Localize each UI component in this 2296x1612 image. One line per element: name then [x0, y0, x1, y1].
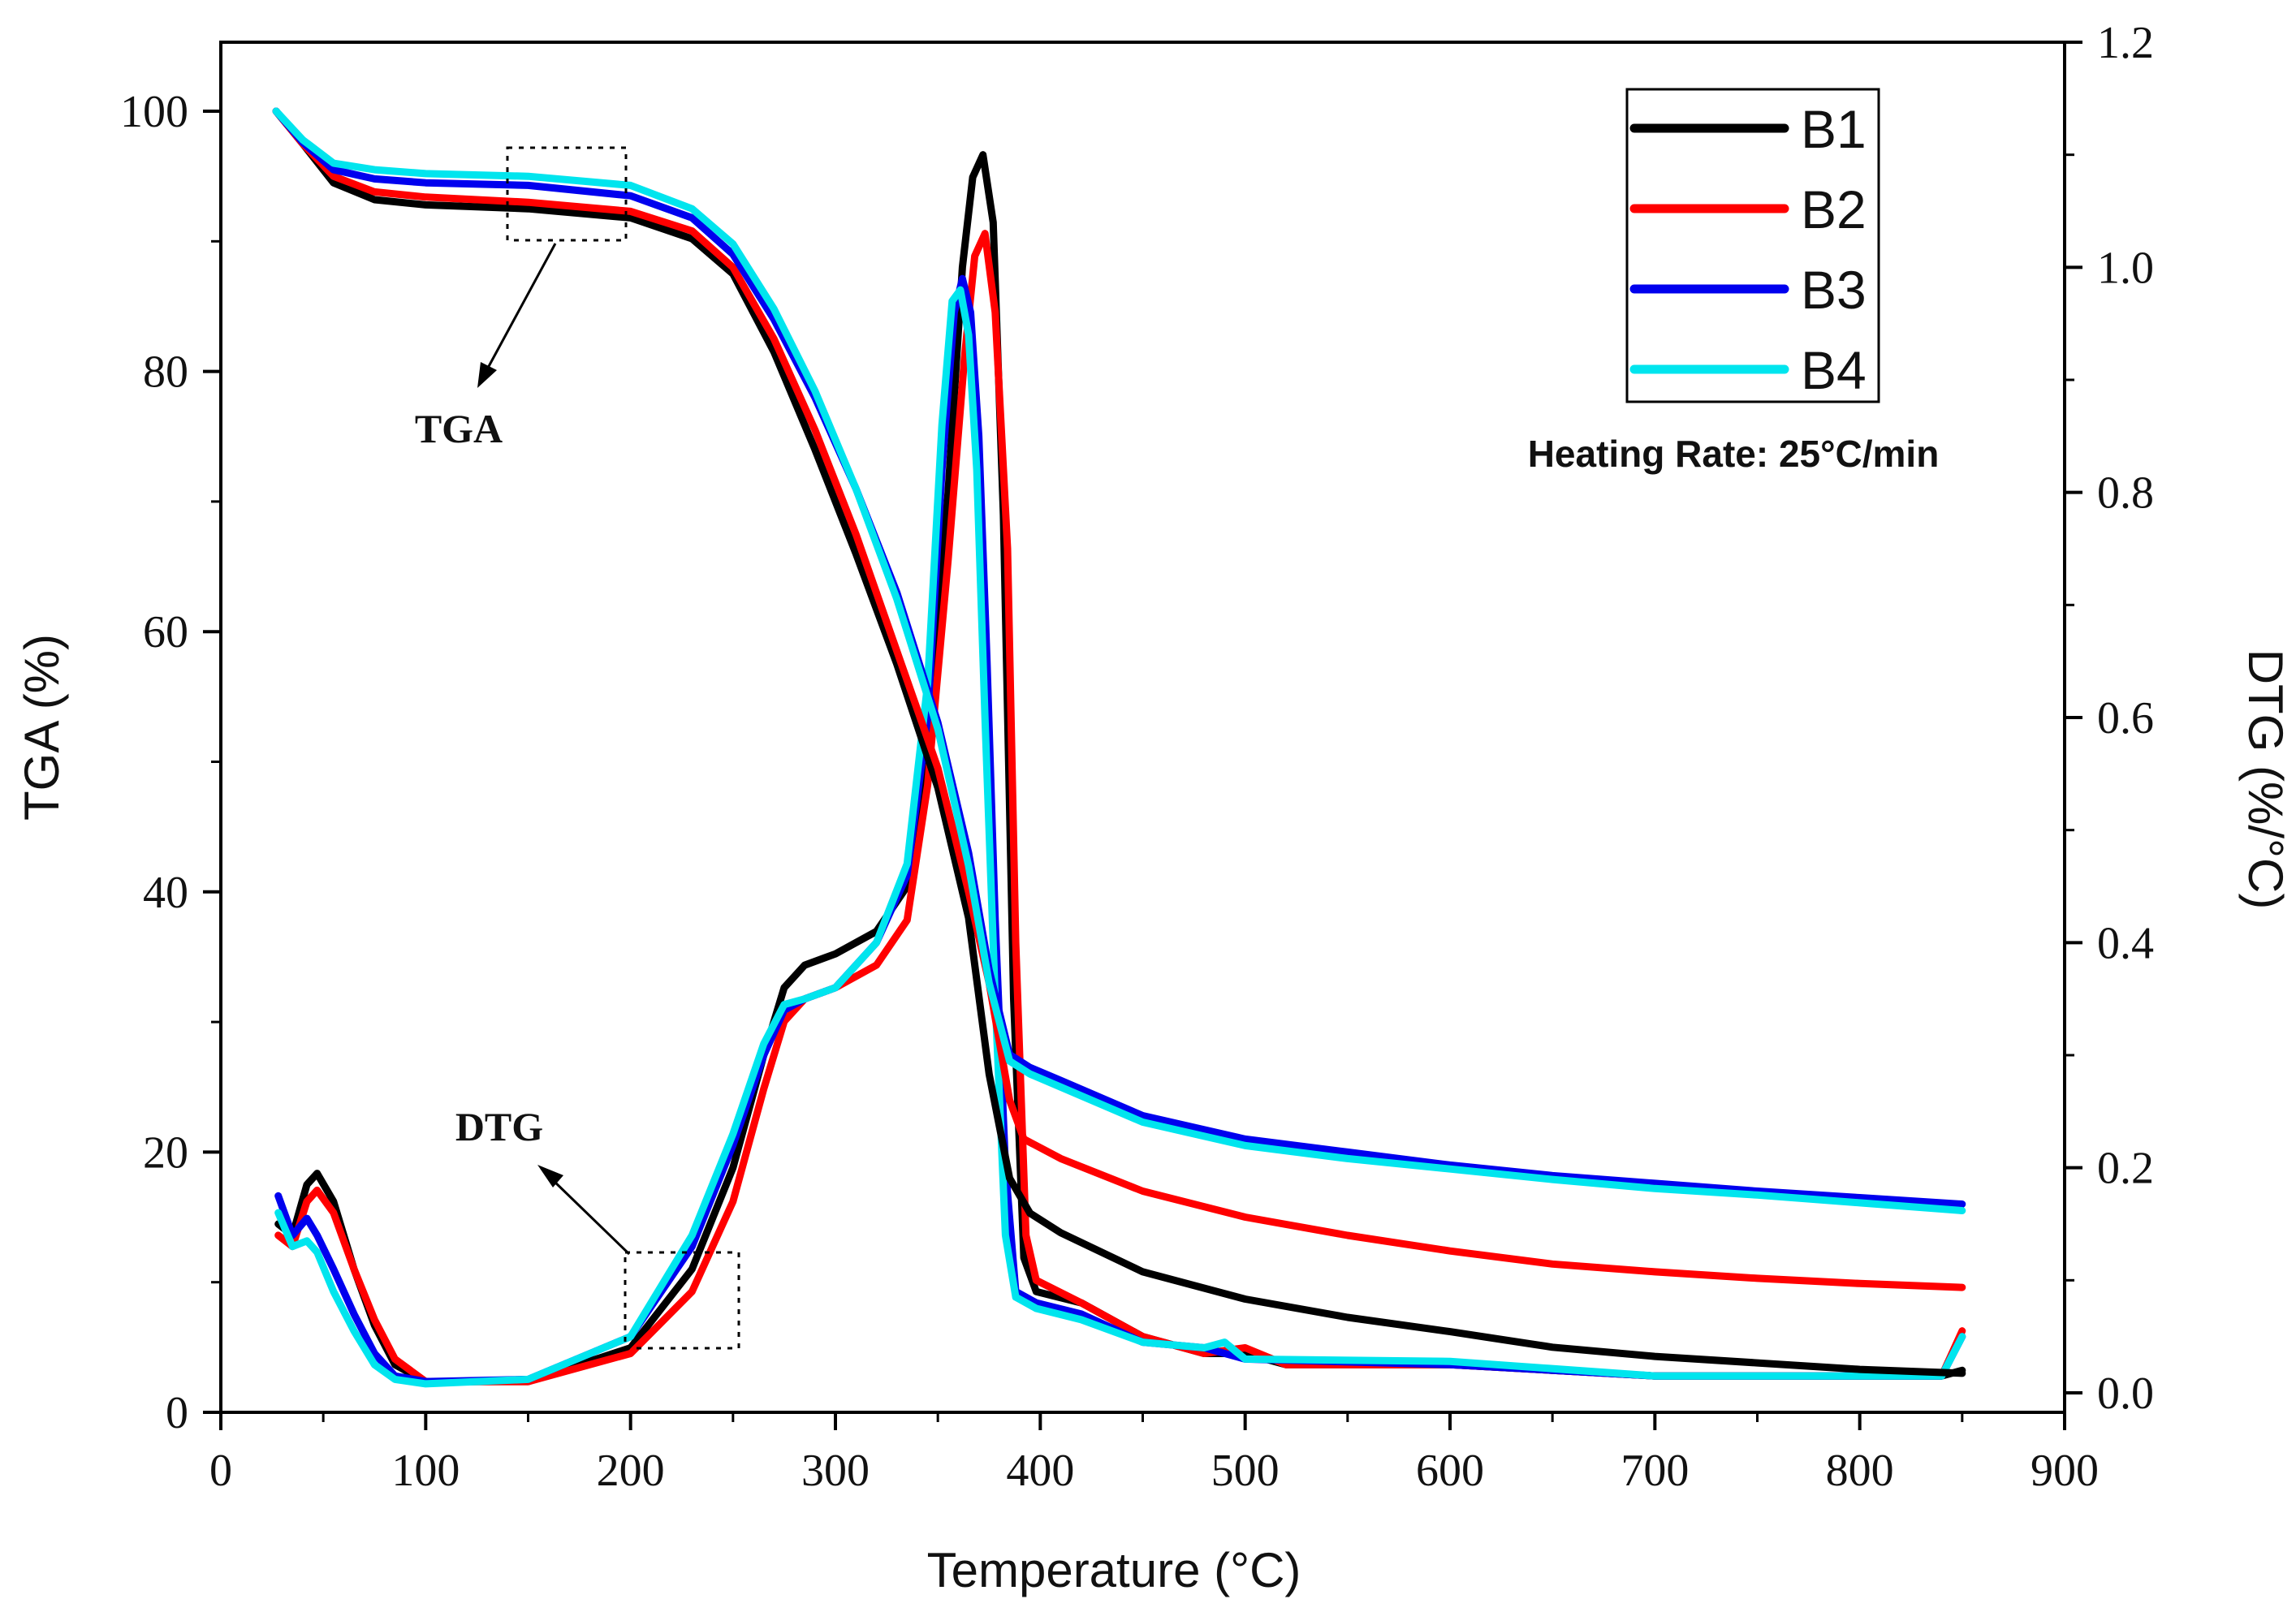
legend-label-b4: B4 [1801, 340, 1867, 400]
legend-label-b1: B1 [1801, 99, 1867, 159]
x-tick-label: 0 [209, 1446, 232, 1496]
right-axis-ticks: 0.0 0.2 0.4 0.6 0.8 1.0 1.2 [2065, 18, 2154, 1419]
tga-arrow [486, 243, 557, 370]
right-y-axis-title: DTG (%/°C) [2238, 649, 2293, 910]
x-axis-title: Temperature (°C) [927, 1543, 1301, 1597]
bottom-axis-ticks: 0 100 200 300 400 500 600 700 800 900 [209, 1412, 2099, 1496]
series-b2-tga-line [272, 107, 1966, 1291]
dtg-arrow [550, 1178, 631, 1256]
heating-rate-label: Heating Rate: 25°C/min [1528, 433, 1940, 475]
right-tick-label: 0.4 [2097, 918, 2154, 968]
right-tick-label: 1.2 [2097, 18, 2154, 68]
left-y-axis-title: TGA (%) [15, 634, 69, 821]
right-tick-label: 0.8 [2097, 468, 2154, 519]
x-tick-label: 400 [1006, 1446, 1074, 1496]
x-tick-label: 900 [2031, 1446, 2099, 1496]
tga-label: TGA [415, 406, 503, 451]
left-tick-label: 80 [143, 347, 188, 398]
legend-box [1625, 88, 1880, 403]
right-tick-label: 0.2 [2097, 1144, 2154, 1194]
series-b2-dtg-line [274, 230, 1966, 1386]
left-axis-ticks: 0 20 40 60 80 100 [120, 87, 221, 1438]
series-b4-dtg-line [274, 286, 1966, 1388]
right-tick-label: 0.6 [2097, 693, 2154, 744]
tga-highlight-box [506, 146, 628, 242]
right-tick-label: 0.0 [2097, 1368, 2154, 1419]
left-tick-label: 100 [120, 87, 188, 137]
tga-arrowhead [477, 362, 497, 388]
left-tick-label: 20 [143, 1127, 188, 1178]
legend-label-b2: B2 [1801, 179, 1867, 239]
series-b1-tga-line [272, 107, 1966, 1377]
series-b4-tga-line [272, 107, 1966, 1214]
dtg-highlight-box [624, 1251, 740, 1350]
dtg-annotation: DTG [455, 1104, 740, 1350]
right-tick-label: 1.0 [2097, 243, 2154, 293]
left-tick-label: 60 [143, 607, 188, 657]
tga-annotation: TGA [415, 146, 628, 451]
x-tick-label: 500 [1211, 1446, 1280, 1496]
legend-label-b3: B3 [1801, 260, 1867, 320]
series-layer [272, 107, 1966, 1388]
x-tick-label: 800 [1826, 1446, 1894, 1496]
legend: B1 B2 B3 B4 [1625, 88, 1880, 403]
x-tick-label: 200 [597, 1446, 665, 1496]
left-tick-label: 40 [143, 868, 188, 918]
x-tick-label: 300 [801, 1446, 870, 1496]
left-tick-label: 0 [166, 1388, 188, 1438]
dtg-arrowhead [537, 1165, 563, 1187]
dtg-label: DTG [455, 1104, 543, 1149]
x-tick-label: 600 [1416, 1446, 1484, 1496]
x-tick-label: 100 [391, 1446, 460, 1496]
x-tick-label: 700 [1621, 1446, 1689, 1496]
